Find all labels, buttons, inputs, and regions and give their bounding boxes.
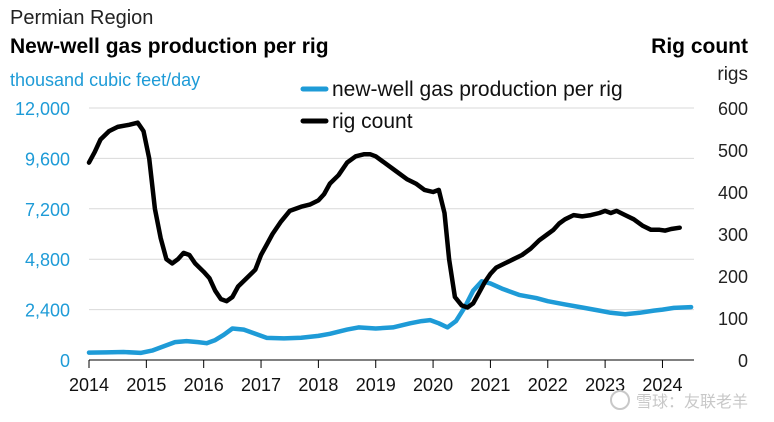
y-right-tick-label: 100 <box>718 309 748 329</box>
x-tick-label: 2018 <box>298 375 338 395</box>
legend-label: rig count <box>332 110 413 133</box>
y-left-tick-label: 0 <box>60 351 70 371</box>
right-axis-title: Rig count <box>651 35 748 58</box>
x-tick-label: 2024 <box>642 375 682 395</box>
snowball-logo-icon <box>609 390 630 410</box>
y-right-tick-label: 500 <box>718 141 748 161</box>
x-tick-label: 2022 <box>528 375 568 395</box>
y-left-tick-label: 2,400 <box>25 301 70 321</box>
y-right-tick-label: 600 <box>718 99 748 119</box>
y-right-tick-label: 0 <box>738 351 748 371</box>
y-left-tick-label: 9,600 <box>25 149 70 169</box>
x-tick-label: 2020 <box>413 375 453 395</box>
left-axis-unit: thousand cubic feet/day <box>10 70 201 90</box>
right-axis-unit: rigs <box>717 64 748 85</box>
y-right-tick-label: 200 <box>718 267 748 287</box>
rig-count-series-line <box>86 120 682 310</box>
legend-label: new-well gas production per rig <box>332 78 623 101</box>
y-right-tick-label: 400 <box>718 183 748 203</box>
watermark-text: 雪球：友联老羊 <box>635 394 748 411</box>
x-tick-label: 2019 <box>356 375 396 395</box>
x-tick-label: 2014 <box>69 375 109 395</box>
x-tick-label: 2015 <box>126 375 166 395</box>
chart-subtitle-region: Permian Region <box>10 7 154 29</box>
x-tick-label: 2017 <box>241 375 281 395</box>
x-tick-label: 2021 <box>470 375 510 395</box>
y-left-tick-label: 4,800 <box>25 250 70 270</box>
y-right-tick-label: 300 <box>718 225 748 245</box>
y-left-tick-label: 12,000 <box>15 99 70 119</box>
y-left-tick-label: 7,200 <box>25 200 70 220</box>
x-tick-label: 2016 <box>184 375 224 395</box>
watermark: 雪球：友联老羊 <box>609 388 748 412</box>
left-axis-title: New-well gas production per rig <box>10 35 329 58</box>
production-series-line <box>86 279 694 356</box>
